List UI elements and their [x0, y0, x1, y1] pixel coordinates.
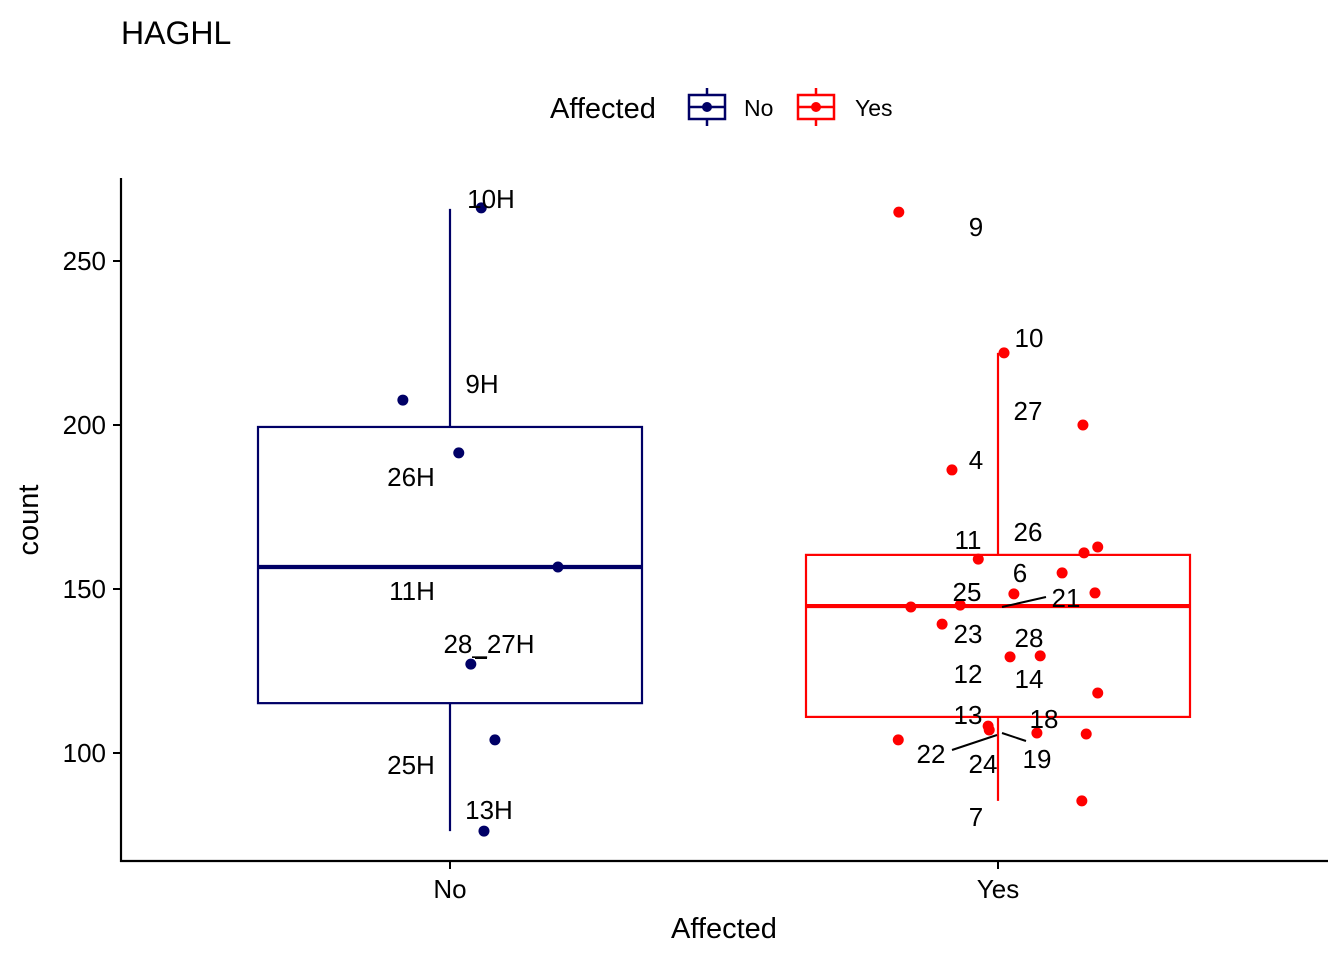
point-label: 12 — [954, 659, 983, 689]
point-label: 18 — [1030, 704, 1059, 734]
data-point — [489, 734, 501, 746]
data-point — [936, 618, 948, 630]
point-label: 22 — [917, 739, 946, 769]
point-label: 13 — [954, 700, 983, 730]
point-label: 26H — [387, 462, 435, 492]
data-point — [954, 599, 966, 611]
data-point — [1077, 419, 1089, 431]
data-point — [972, 553, 984, 565]
point-label: 9 — [969, 212, 983, 242]
x-tick-label: Yes — [977, 874, 1019, 904]
point-label: 9H — [465, 369, 498, 399]
point-label: 10 — [1015, 323, 1044, 353]
data-point — [465, 658, 477, 670]
chart-title: HAGHL — [121, 15, 231, 51]
data-point — [1056, 567, 1068, 579]
data-point — [1008, 588, 1020, 600]
point-label: 11H — [389, 576, 435, 606]
point-label: 25H — [387, 750, 435, 780]
data-point — [475, 202, 487, 214]
point-label: 14 — [1015, 664, 1044, 694]
point-label: 6 — [1013, 558, 1027, 588]
data-point — [1078, 547, 1090, 559]
point-label: 25 — [953, 577, 982, 607]
point-label: 27 — [1014, 396, 1043, 426]
point-label: 4 — [969, 445, 983, 475]
point-label: 24 — [969, 749, 998, 779]
y-tick-label: 100 — [63, 738, 106, 768]
data-point — [1076, 795, 1088, 807]
point-label: 23 — [954, 619, 983, 649]
point-label: 19 — [1023, 744, 1052, 774]
point-label: 26 — [1014, 517, 1043, 547]
data-point — [1092, 687, 1104, 699]
data-point — [552, 561, 564, 573]
point-label: 28 — [1015, 623, 1044, 653]
data-point — [1034, 650, 1046, 662]
y-axis-label: count — [13, 485, 45, 556]
legend-label-no: No — [744, 95, 773, 121]
x-axis-label: Affected — [671, 913, 777, 945]
legend: Affected No Yes — [550, 88, 893, 126]
legend-label-yes: Yes — [855, 95, 893, 121]
point-label: 21 — [1052, 583, 1081, 613]
legend-key-no — [687, 88, 727, 126]
data-point — [893, 206, 905, 218]
label-leader-line — [1001, 596, 1047, 608]
data-point — [1089, 587, 1101, 599]
data-point — [998, 347, 1010, 359]
point-label: 7 — [969, 802, 983, 832]
label-leader-line — [1001, 732, 1027, 742]
data-point — [1092, 541, 1104, 553]
data-point — [946, 464, 958, 476]
data-point — [1031, 727, 1043, 739]
data-point — [397, 394, 409, 406]
y-tick-label: 250 — [63, 246, 106, 276]
point-label: 11 — [955, 525, 982, 555]
data-point — [983, 724, 995, 736]
point-label: 10H — [467, 184, 515, 214]
data-point — [892, 734, 904, 746]
data-point — [1080, 728, 1092, 740]
point-label: 28_27H — [443, 629, 534, 659]
label-leader-line — [951, 734, 998, 751]
box-yes — [804, 553, 1192, 719]
legend-key-yes — [796, 88, 836, 126]
point-label: 13H — [465, 795, 513, 825]
legend-title: Affected — [550, 93, 656, 125]
x-tick-label: No — [433, 874, 466, 904]
data-point — [1004, 651, 1016, 663]
data-point — [453, 447, 465, 459]
data-point — [478, 825, 490, 837]
data-point — [905, 601, 917, 613]
y-tick-label: 150 — [63, 574, 106, 604]
y-tick-label: 200 — [63, 410, 106, 440]
